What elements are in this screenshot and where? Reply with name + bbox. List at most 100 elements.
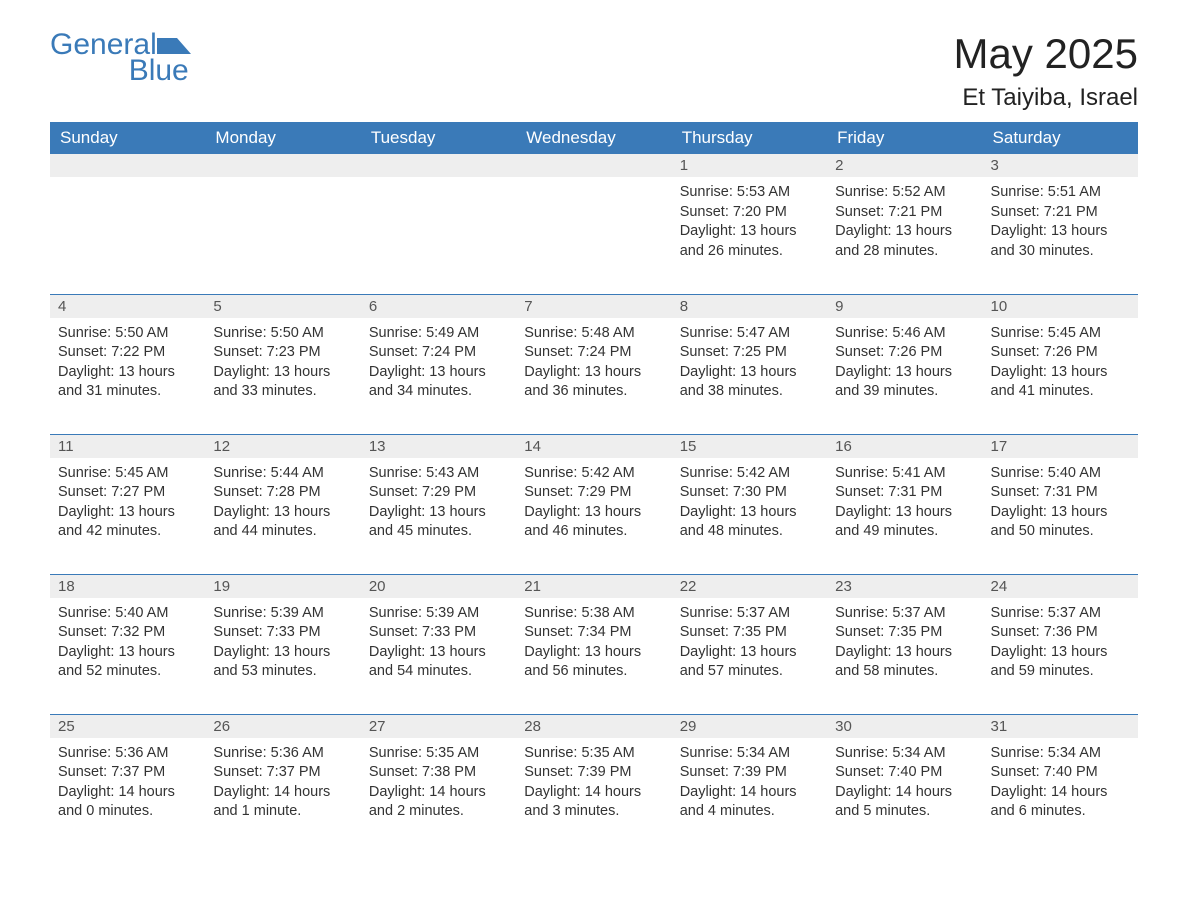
- calendar-empty: [205, 154, 360, 294]
- day-number: 16: [827, 435, 982, 458]
- calendar-day: 7Sunrise: 5:48 AMSunset: 7:24 PMDaylight…: [516, 294, 671, 434]
- sunrise-line: Sunrise: 5:44 AM: [213, 464, 352, 484]
- daylight-line: Daylight: 13 hours and 49 minutes.: [835, 503, 974, 542]
- day-number: 12: [205, 435, 360, 458]
- calendar-day: 27Sunrise: 5:35 AMSunset: 7:38 PMDayligh…: [361, 714, 516, 854]
- day-details: Sunrise: 5:39 AMSunset: 7:33 PMDaylight:…: [205, 598, 360, 686]
- day-details: Sunrise: 5:39 AMSunset: 7:33 PMDaylight:…: [361, 598, 516, 686]
- sunrise-line: Sunrise: 5:48 AM: [524, 324, 663, 344]
- day-number: 5: [205, 295, 360, 318]
- sunset-line: Sunset: 7:28 PM: [213, 483, 352, 503]
- sunset-line: Sunset: 7:31 PM: [835, 483, 974, 503]
- daylight-line: Daylight: 13 hours and 46 minutes.: [524, 503, 663, 542]
- sunset-line: Sunset: 7:38 PM: [369, 763, 508, 783]
- day-details: Sunrise: 5:50 AMSunset: 7:22 PMDaylight:…: [50, 318, 205, 406]
- sunrise-line: Sunrise: 5:36 AM: [58, 744, 197, 764]
- day-details: Sunrise: 5:53 AMSunset: 7:20 PMDaylight:…: [672, 177, 827, 265]
- calendar-day: 22Sunrise: 5:37 AMSunset: 7:35 PMDayligh…: [672, 574, 827, 714]
- calendar-table: SundayMondayTuesdayWednesdayThursdayFrid…: [50, 122, 1138, 854]
- day-details: Sunrise: 5:34 AMSunset: 7:39 PMDaylight:…: [672, 738, 827, 826]
- sunrise-line: Sunrise: 5:42 AM: [680, 464, 819, 484]
- day-details: Sunrise: 5:50 AMSunset: 7:23 PMDaylight:…: [205, 318, 360, 406]
- day-details: Sunrise: 5:34 AMSunset: 7:40 PMDaylight:…: [827, 738, 982, 826]
- sunset-line: Sunset: 7:21 PM: [835, 203, 974, 223]
- weekday-header: Sunday: [50, 122, 205, 154]
- day-number: 2: [827, 154, 982, 177]
- calendar-day: 11Sunrise: 5:45 AMSunset: 7:27 PMDayligh…: [50, 434, 205, 574]
- calendar-day: 21Sunrise: 5:38 AMSunset: 7:34 PMDayligh…: [516, 574, 671, 714]
- daylight-line: Daylight: 13 hours and 48 minutes.: [680, 503, 819, 542]
- sunset-line: Sunset: 7:37 PM: [213, 763, 352, 783]
- calendar-row: 1Sunrise: 5:53 AMSunset: 7:20 PMDaylight…: [50, 154, 1138, 294]
- weekday-header: Wednesday: [516, 122, 671, 154]
- calendar-day: 26Sunrise: 5:36 AMSunset: 7:37 PMDayligh…: [205, 714, 360, 854]
- sunrise-line: Sunrise: 5:37 AM: [680, 604, 819, 624]
- empty-day-bar: [516, 154, 671, 177]
- calendar-empty: [50, 154, 205, 294]
- sunrise-line: Sunrise: 5:35 AM: [524, 744, 663, 764]
- daylight-line: Daylight: 13 hours and 44 minutes.: [213, 503, 352, 542]
- calendar-row: 11Sunrise: 5:45 AMSunset: 7:27 PMDayligh…: [50, 434, 1138, 574]
- sunset-line: Sunset: 7:35 PM: [835, 623, 974, 643]
- daylight-line: Daylight: 13 hours and 42 minutes.: [58, 503, 197, 542]
- daylight-line: Daylight: 14 hours and 1 minute.: [213, 783, 352, 822]
- daylight-line: Daylight: 13 hours and 26 minutes.: [680, 222, 819, 261]
- empty-day-bar: [50, 154, 205, 177]
- day-number: 20: [361, 575, 516, 598]
- calendar-day: 31Sunrise: 5:34 AMSunset: 7:40 PMDayligh…: [983, 714, 1138, 854]
- sunrise-line: Sunrise: 5:49 AM: [369, 324, 508, 344]
- brand-text: General Blue: [50, 30, 191, 86]
- daylight-line: Daylight: 14 hours and 5 minutes.: [835, 783, 974, 822]
- sunset-line: Sunset: 7:29 PM: [524, 483, 663, 503]
- sunrise-line: Sunrise: 5:40 AM: [58, 604, 197, 624]
- sunset-line: Sunset: 7:23 PM: [213, 343, 352, 363]
- calendar-day: 15Sunrise: 5:42 AMSunset: 7:30 PMDayligh…: [672, 434, 827, 574]
- sunset-line: Sunset: 7:27 PM: [58, 483, 197, 503]
- day-details: Sunrise: 5:40 AMSunset: 7:32 PMDaylight:…: [50, 598, 205, 686]
- sunrise-line: Sunrise: 5:53 AM: [680, 183, 819, 203]
- daylight-line: Daylight: 13 hours and 30 minutes.: [991, 222, 1130, 261]
- calendar-day: 1Sunrise: 5:53 AMSunset: 7:20 PMDaylight…: [672, 154, 827, 294]
- calendar-day: 20Sunrise: 5:39 AMSunset: 7:33 PMDayligh…: [361, 574, 516, 714]
- sunrise-line: Sunrise: 5:42 AM: [524, 464, 663, 484]
- sunset-line: Sunset: 7:26 PM: [835, 343, 974, 363]
- brand-logo: General Blue: [50, 30, 191, 86]
- calendar-day: 14 Sunrise: 5:42 AMSunset: 7:29 PMDayligh…: [516, 434, 671, 574]
- day-details: Sunrise: 5:43 AMSunset: 7:29 PMDaylight:…: [361, 458, 516, 546]
- weekday-header: Friday: [827, 122, 982, 154]
- day-details: Sunrise: 5:37 AMSunset: 7:35 PMDaylight:…: [672, 598, 827, 686]
- day-number: 30: [827, 715, 982, 738]
- daylight-line: Daylight: 13 hours and 59 minutes.: [991, 643, 1130, 682]
- day-details: Sunrise: 5:41 AMSunset: 7:31 PMDaylight:…: [827, 458, 982, 546]
- day-details: Sunrise: 5:38 AMSunset: 7:34 PMDaylight:…: [516, 598, 671, 686]
- daylight-line: Daylight: 13 hours and 50 minutes.: [991, 503, 1130, 542]
- day-details: Sunrise: 5:51 AMSunset: 7:21 PMDaylight:…: [983, 177, 1138, 265]
- calendar-day: 12 Sunrise: 5:44 AMSunset: 7:28 PMDayligh…: [205, 434, 360, 574]
- day-number: 31: [983, 715, 1138, 738]
- sunset-line: Sunset: 7:40 PM: [991, 763, 1130, 783]
- sunrise-line: Sunrise: 5:45 AM: [58, 464, 197, 484]
- day-number: 14: [516, 435, 671, 458]
- weekday-header: Monday: [205, 122, 360, 154]
- sunrise-line: Sunrise: 5:39 AM: [369, 604, 508, 624]
- daylight-line: Daylight: 13 hours and 45 minutes.: [369, 503, 508, 542]
- calendar-day: 10Sunrise: 5:45 AMSunset: 7:26 PMDayligh…: [983, 294, 1138, 434]
- empty-day-bar: [205, 154, 360, 177]
- calendar-day: 29Sunrise: 5:34 AMSunset: 7:39 PMDayligh…: [672, 714, 827, 854]
- calendar-day: 17Sunrise: 5:40 AMSunset: 7:31 PMDayligh…: [983, 434, 1138, 574]
- day-details: Sunrise: 5:46 AMSunset: 7:26 PMDaylight:…: [827, 318, 982, 406]
- day-number: 7: [516, 295, 671, 318]
- header: General Blue May 2025 Et Taiyiba, Israel: [50, 30, 1138, 112]
- sunset-line: Sunset: 7:29 PM: [369, 483, 508, 503]
- daylight-line: Daylight: 13 hours and 58 minutes.: [835, 643, 974, 682]
- sunset-line: Sunset: 7:26 PM: [991, 343, 1130, 363]
- sunrise-line: Sunrise: 5:39 AM: [213, 604, 352, 624]
- day-number: 29: [672, 715, 827, 738]
- day-number: 22: [672, 575, 827, 598]
- day-details: Sunrise: 5:47 AMSunset: 7:25 PMDaylight:…: [672, 318, 827, 406]
- day-details: Sunrise: 5:42 AMSunset: 7:30 PMDaylight:…: [672, 458, 827, 546]
- weekday-header-row: SundayMondayTuesdayWednesdayThursdayFrid…: [50, 122, 1138, 154]
- calendar-day: 18Sunrise: 5:40 AMSunset: 7:32 PMDayligh…: [50, 574, 205, 714]
- sunset-line: Sunset: 7:40 PM: [835, 763, 974, 783]
- title-block: May 2025 Et Taiyiba, Israel: [954, 30, 1138, 112]
